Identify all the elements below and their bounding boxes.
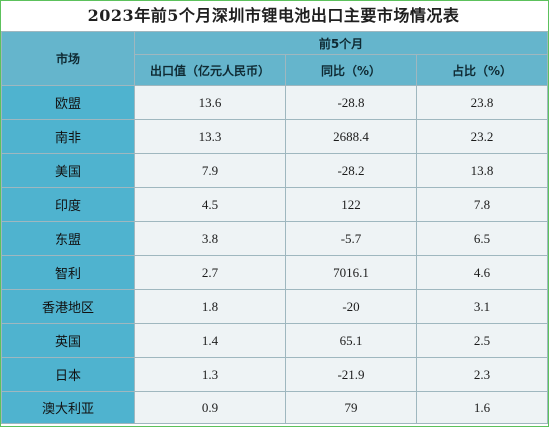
- market-cell: 印度: [1, 187, 135, 222]
- share-cell: 6.5: [415, 221, 549, 256]
- export-value-column-header: 出口值（亿元人民币）: [134, 54, 286, 86]
- export-value-cell: 3.8: [134, 221, 286, 256]
- market-cell: 澳大利亚: [1, 391, 135, 424]
- yoy-cell: -20: [285, 289, 417, 324]
- table-row: 欧盟 13.6 -28.8 23.8: [1, 85, 549, 120]
- market-cell: 欧盟: [1, 85, 135, 120]
- market-cell: 南非: [1, 119, 135, 154]
- share-cell: 23.2: [415, 119, 549, 154]
- share-cell: 2.3: [415, 357, 549, 392]
- yoy-cell: -21.9: [285, 357, 417, 392]
- export-value-cell: 4.5: [134, 187, 286, 222]
- yoy-cell: -28.2: [285, 153, 417, 188]
- export-markets-table: 市场 前5个月 出口值（亿元人民币） 同比（%） 占比（%） 欧盟 13.6 -28…: [1, 31, 549, 424]
- export-value-cell: 13.6: [134, 85, 286, 120]
- export-value-cell: 13.3: [134, 119, 286, 154]
- table-row: 美国 7.9 -28.2 13.8: [1, 153, 549, 188]
- yoy-cell: 79: [285, 391, 417, 424]
- share-cell: 3.1: [415, 289, 549, 324]
- yoy-cell: -5.7: [285, 221, 417, 256]
- table-row: 东盟 3.8 -5.7 6.5: [1, 221, 549, 256]
- table-row: 香港地区 1.8 -20 3.1: [1, 289, 549, 324]
- share-cell: 1.6: [415, 391, 549, 424]
- table-row: 英国 1.4 65.1 2.5: [1, 323, 549, 358]
- share-cell: 7.8: [415, 187, 549, 222]
- share-cell: 4.6: [415, 255, 549, 290]
- export-value-cell: 2.7: [134, 255, 286, 290]
- export-value-cell: 1.3: [134, 357, 286, 392]
- share-cell: 23.8: [415, 85, 549, 120]
- yoy-cell: 122: [285, 187, 417, 222]
- market-cell: 英国: [1, 323, 135, 358]
- market-cell: 东盟: [1, 221, 135, 256]
- market-column-header: 市场: [1, 31, 135, 86]
- period-group-header: 前5个月: [133, 31, 549, 55]
- export-value-cell: 0.9: [134, 391, 286, 424]
- export-value-cell: 7.9: [134, 153, 286, 188]
- table-row: 智利 2.7 7016.1 4.6: [1, 255, 549, 290]
- share-cell: 13.8: [415, 153, 549, 188]
- table-row: 澳大利亚 0.9 79 1.6: [1, 391, 549, 424]
- share-cell: 2.5: [415, 323, 549, 358]
- market-cell: 香港地区: [1, 289, 135, 324]
- market-cell: 美国: [1, 153, 135, 188]
- table-row: 印度 4.5 122 7.8: [1, 187, 549, 222]
- yoy-cell: 7016.1: [285, 255, 417, 290]
- yoy-cell: -28.8: [285, 85, 417, 120]
- table-row: 日本 1.3 -21.9 2.3: [1, 357, 549, 392]
- export-value-cell: 1.4: [134, 323, 286, 358]
- yoy-cell: 65.1: [285, 323, 417, 358]
- table-row: 南非 13.3 2688.4 23.2: [1, 119, 549, 154]
- yoy-column-header: 同比（%）: [285, 54, 417, 86]
- share-column-header: 占比（%）: [415, 54, 549, 86]
- market-cell: 日本: [1, 357, 135, 392]
- export-value-cell: 1.8: [134, 289, 286, 324]
- yoy-cell: 2688.4: [285, 119, 417, 154]
- market-cell: 智利: [1, 255, 135, 290]
- page-title: 2023年前5个月深圳市锂电池出口主要市场情况表: [87, 6, 460, 25]
